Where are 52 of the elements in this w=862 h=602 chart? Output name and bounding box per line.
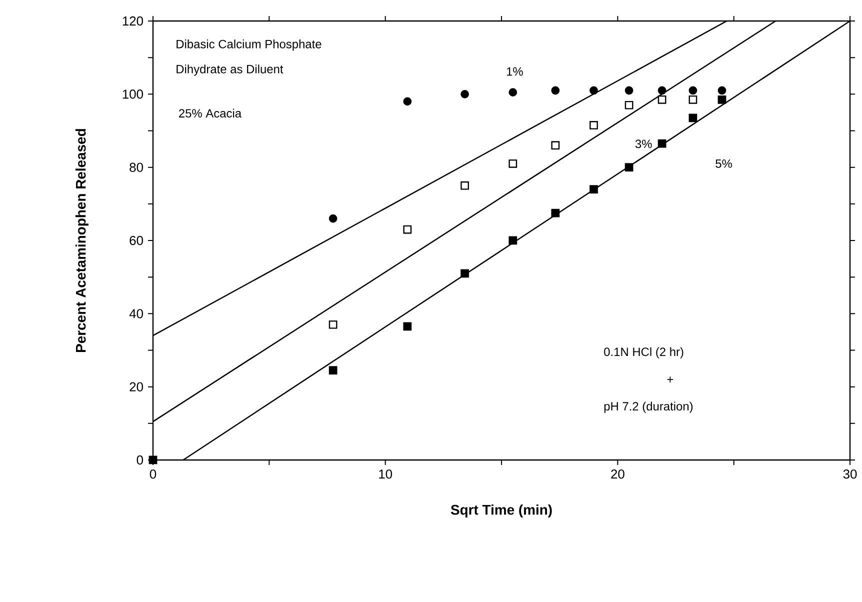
point — [590, 121, 598, 130]
x-tick-label: 10 — [379, 469, 392, 479]
y-tick-label: 20 — [130, 382, 144, 392]
annotation: 1% — [506, 67, 523, 76]
point — [551, 141, 560, 150]
point — [148, 456, 158, 464]
y-tick-label: 120 — [122, 16, 144, 26]
point — [658, 86, 666, 95]
point — [403, 97, 412, 106]
y-tick-label: 40 — [129, 309, 144, 318]
y-tick-label: 0 — [136, 455, 144, 465]
point — [624, 100, 634, 110]
point — [460, 269, 469, 278]
annotation: Dihydrate as Diluent — [176, 64, 284, 76]
point — [508, 88, 518, 97]
point — [590, 185, 598, 194]
point — [460, 90, 469, 98]
point — [403, 322, 412, 331]
point — [328, 366, 338, 375]
y-tick-label: 100 — [122, 90, 144, 99]
point — [551, 86, 560, 95]
point — [658, 139, 666, 148]
annotation: 3% — [635, 140, 652, 148]
y-tick-label: 60 — [130, 236, 144, 246]
point — [624, 86, 634, 95]
point — [688, 95, 698, 104]
point — [328, 320, 338, 329]
point — [403, 225, 412, 234]
point — [328, 214, 338, 223]
x-axis-title: Sqrt Time (min) — [450, 504, 552, 518]
x-tick-label: 30 — [843, 469, 857, 479]
y-axis-title: Percent Acetaminophen Released — [75, 129, 88, 352]
point — [718, 86, 726, 95]
annotation: 25% Acacia — [179, 108, 242, 118]
x-tick-label: 0 — [150, 469, 156, 479]
annotation: pH 7.2 (duration) — [604, 402, 693, 413]
x-tick-label: 20 — [611, 469, 624, 479]
point — [624, 163, 634, 172]
point — [658, 95, 666, 104]
point — [508, 236, 518, 245]
annotation: + — [667, 376, 674, 382]
annotation: 5% — [716, 159, 732, 168]
point — [718, 95, 726, 104]
point — [508, 159, 518, 168]
point — [551, 208, 560, 218]
y-tick-label: 80 — [130, 162, 144, 172]
point — [590, 86, 598, 95]
point — [460, 181, 469, 190]
point — [688, 86, 698, 95]
annotation: Dibasic Calcium Phosphate — [176, 40, 322, 51]
annotation: 0.1N HCl (2 hr) — [604, 347, 684, 358]
point — [688, 114, 698, 122]
